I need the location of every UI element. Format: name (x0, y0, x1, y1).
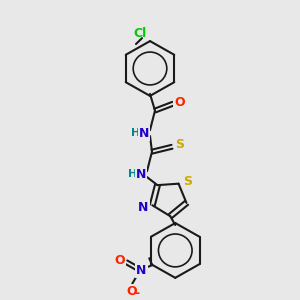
Text: N: N (136, 168, 146, 181)
Text: Cl: Cl (134, 27, 147, 40)
Text: H: H (131, 128, 141, 138)
Text: H: H (128, 169, 138, 179)
Text: S: S (183, 175, 192, 188)
Text: S: S (176, 138, 184, 151)
Text: O: O (175, 96, 185, 109)
Text: O: O (114, 254, 124, 267)
Text: N: N (138, 201, 148, 214)
Text: N: N (139, 127, 149, 140)
Text: -: - (135, 287, 140, 300)
Text: N: N (136, 263, 146, 277)
Text: O: O (126, 285, 136, 298)
